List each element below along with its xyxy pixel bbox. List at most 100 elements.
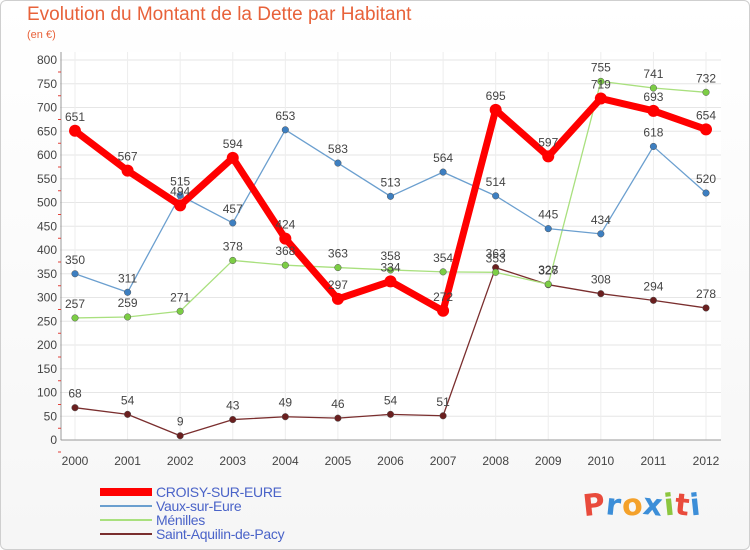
- data-point-saint-aquilin-de-pacy: [71, 404, 79, 412]
- y-tick-label: 100: [37, 386, 57, 400]
- data-point-m-nilles: [229, 256, 237, 265]
- data-point-m-nilles: [702, 88, 710, 96]
- y-tick-label: 50: [44, 409, 58, 423]
- data-point-croisy-sur-eure: [279, 232, 292, 245]
- data-point-croisy-sur-eure: [121, 164, 134, 177]
- data-point-vaux-sur-eure: [124, 288, 132, 296]
- data-point-saint-aquilin-de-pacy: [702, 304, 710, 312]
- data-label-saint-aquilin-de-pacy: 54: [121, 393, 135, 407]
- data-label-m-nilles: 353: [486, 251, 506, 265]
- data-point-saint-aquilin-de-pacy: [439, 412, 447, 420]
- data-label-m-nilles: 755: [591, 60, 611, 74]
- data-label-croisy-sur-eure: 424: [275, 218, 295, 232]
- data-point-vaux-sur-eure: [176, 191, 184, 199]
- x-tick-label: 2009: [535, 454, 562, 468]
- data-point-croisy-sur-eure: [647, 104, 660, 117]
- data-point-vaux-sur-eure: [702, 189, 710, 197]
- x-tick-label: 2000: [62, 454, 89, 468]
- data-point-croisy-sur-eure: [174, 199, 187, 212]
- data-label-vaux-sur-eure: 618: [643, 125, 663, 139]
- data-label-m-nilles: 358: [380, 249, 400, 263]
- data-label-croisy-sur-eure: 654: [696, 108, 716, 122]
- data-label-vaux-sur-eure: 434: [591, 213, 611, 227]
- data-point-vaux-sur-eure: [492, 192, 500, 200]
- data-label-vaux-sur-eure: 514: [486, 175, 506, 189]
- data-label-croisy-sur-eure: 597: [538, 135, 558, 149]
- data-label-vaux-sur-eure: 350: [65, 253, 85, 267]
- data-label-m-nilles: 271: [170, 290, 190, 304]
- data-point-saint-aquilin-de-pacy: [229, 416, 237, 424]
- data-label-croisy-sur-eure: 272: [433, 290, 453, 304]
- y-tick-label: 600: [37, 148, 57, 162]
- data-point-m-nilles: [71, 314, 79, 322]
- x-tick-label: 2004: [272, 454, 299, 468]
- data-label-vaux-sur-eure: 564: [433, 151, 453, 165]
- data-label-vaux-sur-eure: 513: [380, 175, 400, 189]
- data-label-m-nilles: 257: [65, 297, 85, 311]
- y-tick-label: 500: [37, 196, 57, 210]
- data-point-m-nilles: [597, 77, 605, 85]
- data-point-m-nilles: [124, 313, 132, 321]
- data-label-saint-aquilin-de-pacy: 51: [436, 395, 450, 409]
- data-point-m-nilles: [439, 268, 447, 276]
- y-tick-label: 250: [37, 314, 57, 328]
- data-label-saint-aquilin-de-pacy: 68: [68, 387, 82, 401]
- data-label-m-nilles: 732: [696, 71, 716, 85]
- data-point-vaux-sur-eure: [334, 159, 342, 167]
- data-point-m-nilles: [492, 268, 500, 276]
- data-label-croisy-sur-eure: 719: [591, 77, 611, 91]
- data-label-saint-aquilin-de-pacy: 363: [486, 247, 506, 261]
- y-tick-label: 450: [37, 219, 57, 233]
- x-tick-label: 2008: [482, 454, 509, 468]
- data-point-saint-aquilin-de-pacy: [649, 296, 657, 304]
- data-point-saint-aquilin-de-pacy: [124, 410, 132, 418]
- data-point-saint-aquilin-de-pacy: [176, 432, 184, 440]
- data-point-vaux-sur-eure: [544, 225, 552, 233]
- logo-letter: i: [688, 487, 704, 524]
- data-point-m-nilles: [544, 280, 552, 288]
- data-label-croisy-sur-eure: 594: [223, 137, 243, 151]
- data-label-croisy-sur-eure: 695: [486, 89, 506, 103]
- x-tick-label: 2003: [219, 454, 246, 468]
- data-point-croisy-sur-eure: [384, 275, 397, 288]
- data-point-m-nilles: [649, 84, 657, 92]
- data-point-vaux-sur-eure: [71, 270, 79, 278]
- y-tick-label: 750: [37, 77, 57, 91]
- x-tick-label: 2011: [641, 454, 667, 468]
- chart-title: Evolution du Montant de la Dette par Hab…: [27, 4, 412, 25]
- y-tick-label: 350: [37, 267, 57, 281]
- data-label-croisy-sur-eure: 651: [65, 110, 85, 124]
- x-tick-label: 2005: [325, 454, 352, 468]
- data-label-saint-aquilin-de-pacy: 294: [643, 279, 663, 293]
- data-label-m-nilles: 741: [643, 67, 663, 81]
- data-point-croisy-sur-eure: [226, 151, 239, 164]
- data-point-croisy-sur-eure: [542, 150, 555, 163]
- data-label-m-nilles: 363: [328, 247, 348, 261]
- x-tick-label: 2006: [377, 454, 404, 468]
- y-tick-label: 550: [37, 172, 57, 186]
- data-point-vaux-sur-eure: [439, 168, 447, 176]
- data-label-m-nilles: 368: [275, 244, 295, 258]
- data-label-saint-aquilin-de-pacy: 43: [226, 399, 240, 413]
- data-point-vaux-sur-eure: [597, 230, 605, 238]
- data-label-vaux-sur-eure: 457: [223, 202, 243, 216]
- legend-label: CROISY-SUR-EURE: [156, 484, 282, 500]
- data-label-m-nilles: 328: [538, 263, 558, 277]
- legend-swatch: [100, 533, 152, 535]
- data-point-vaux-sur-eure: [386, 192, 395, 200]
- data-label-croisy-sur-eure: 297: [328, 278, 348, 292]
- data-label-vaux-sur-eure: 311: [118, 271, 137, 285]
- data-point-saint-aquilin-de-pacy: [334, 414, 342, 422]
- data-label-m-nilles: 259: [118, 296, 138, 310]
- data-label-saint-aquilin-de-pacy: 327: [538, 264, 558, 278]
- data-point-vaux-sur-eure: [229, 219, 237, 227]
- legend-swatch: [100, 519, 152, 521]
- legend-label: Saint-Aquilin-de-Pacy: [156, 526, 285, 542]
- data-label-vaux-sur-eure: 583: [328, 142, 348, 156]
- data-label-vaux-sur-eure: 445: [538, 208, 558, 222]
- y-tick-label: 150: [37, 362, 57, 376]
- data-label-m-nilles: 354: [433, 251, 453, 265]
- data-point-saint-aquilin-de-pacy: [281, 413, 289, 421]
- x-tick-label: 2007: [430, 454, 457, 468]
- x-tick-label: 2002: [167, 454, 194, 468]
